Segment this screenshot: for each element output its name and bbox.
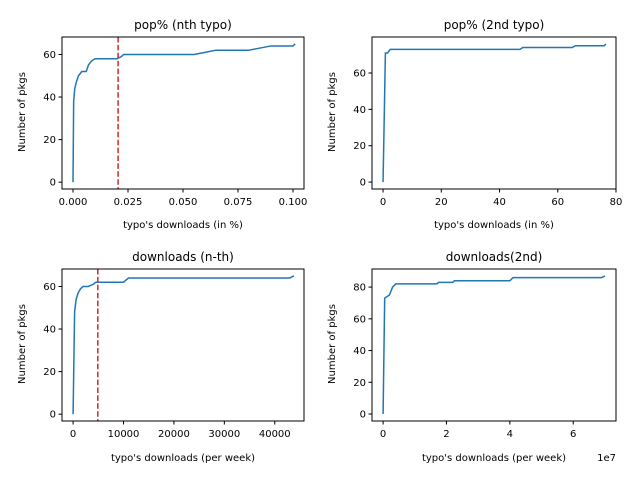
x-tick-label: 20000: [158, 429, 190, 440]
x-tick-label: 0.075: [224, 197, 253, 208]
y-axis-label: Number of pkgs: [17, 72, 28, 152]
chart-title: downloads (n-th): [132, 250, 234, 264]
y-tick-label: 20: [43, 367, 56, 378]
plot-area: [382, 275, 606, 415]
x-tick-label: 6: [570, 429, 576, 440]
y-tick-label: 20: [43, 135, 56, 146]
x-tick-label: 30000: [208, 429, 240, 440]
x-offset-text: 1e7: [597, 453, 616, 464]
y-tick-label: 0: [50, 178, 56, 189]
y-axis-label: Number of pkgs: [327, 304, 338, 384]
subplot-pop-2nd: pop% (2nd typo) typo's downloads (in %) …: [327, 18, 622, 231]
x-tick-label: 4: [507, 429, 513, 440]
x-tick-label: 2: [443, 429, 449, 440]
x-axis-label: typo's downloads (per week): [111, 453, 255, 464]
x-tick-label: 0.050: [169, 197, 198, 208]
axes-frame: [61, 268, 305, 422]
y-tick-label: 0: [360, 178, 366, 189]
axes-frame: [61, 36, 305, 190]
chart-title: pop% (2nd typo): [444, 18, 545, 32]
series-line: [72, 275, 295, 415]
y-tick-label: 60: [353, 69, 366, 80]
axes-frame: [371, 36, 617, 190]
y-tick-label: 40: [43, 325, 56, 336]
y-tick-label: 20: [353, 378, 366, 389]
x-tick-label: 20: [435, 197, 448, 208]
x-tick-label: 10000: [108, 429, 140, 440]
y-tick-label: 20: [353, 141, 366, 152]
chart-title: downloads(2nd): [446, 250, 543, 264]
x-axis-label: typo's downloads (in %): [123, 220, 243, 231]
x-tick-label: 0.025: [114, 197, 143, 208]
series-line: [382, 275, 606, 415]
y-tick-label: 40: [353, 346, 366, 357]
x-tick-label: 80: [610, 197, 623, 208]
x-tick-label: 40: [493, 197, 506, 208]
subplot-pop-nth: pop% (nth typo) typo's downloads (in %) …: [17, 18, 307, 231]
y-axis-label: Number of pkgs: [327, 72, 338, 152]
series-line: [382, 43, 607, 183]
x-axis-label: typo's downloads (in %): [434, 220, 554, 231]
y-tick-label: 60: [43, 282, 56, 293]
axes-frame: [371, 268, 617, 422]
y-tick-label: 80: [353, 283, 366, 294]
subplot-downloads-2nd: downloads(2nd) typo's downloads (per wee…: [327, 250, 617, 464]
x-tick-label: 0: [380, 429, 386, 440]
x-tick-label: 0: [70, 429, 76, 440]
y-axis-label: Number of pkgs: [17, 304, 28, 384]
y-tick-label: 0: [50, 410, 56, 421]
x-tick-label: 60: [551, 197, 564, 208]
x-axis-label: typo's downloads (per week): [422, 453, 566, 464]
x-tick-label: 40000: [259, 429, 291, 440]
y-tick-label: 40: [353, 105, 366, 116]
y-tick-label: 60: [353, 314, 366, 325]
y-tick-label: 0: [360, 410, 366, 421]
y-tick-label: 60: [43, 50, 56, 61]
plot-area: [72, 269, 295, 421]
series-line: [72, 43, 296, 183]
chart-title: pop% (nth typo): [134, 18, 232, 32]
x-tick-label: 0: [380, 197, 386, 208]
plot-area: [382, 43, 607, 183]
y-tick-label: 40: [43, 93, 56, 104]
x-tick-label: 0.100: [279, 197, 308, 208]
plot-area: [72, 37, 296, 189]
x-tick-label: 0.000: [59, 197, 88, 208]
subplot-downloads-nth: downloads (n-th) typo's downloads (per w…: [17, 250, 305, 464]
